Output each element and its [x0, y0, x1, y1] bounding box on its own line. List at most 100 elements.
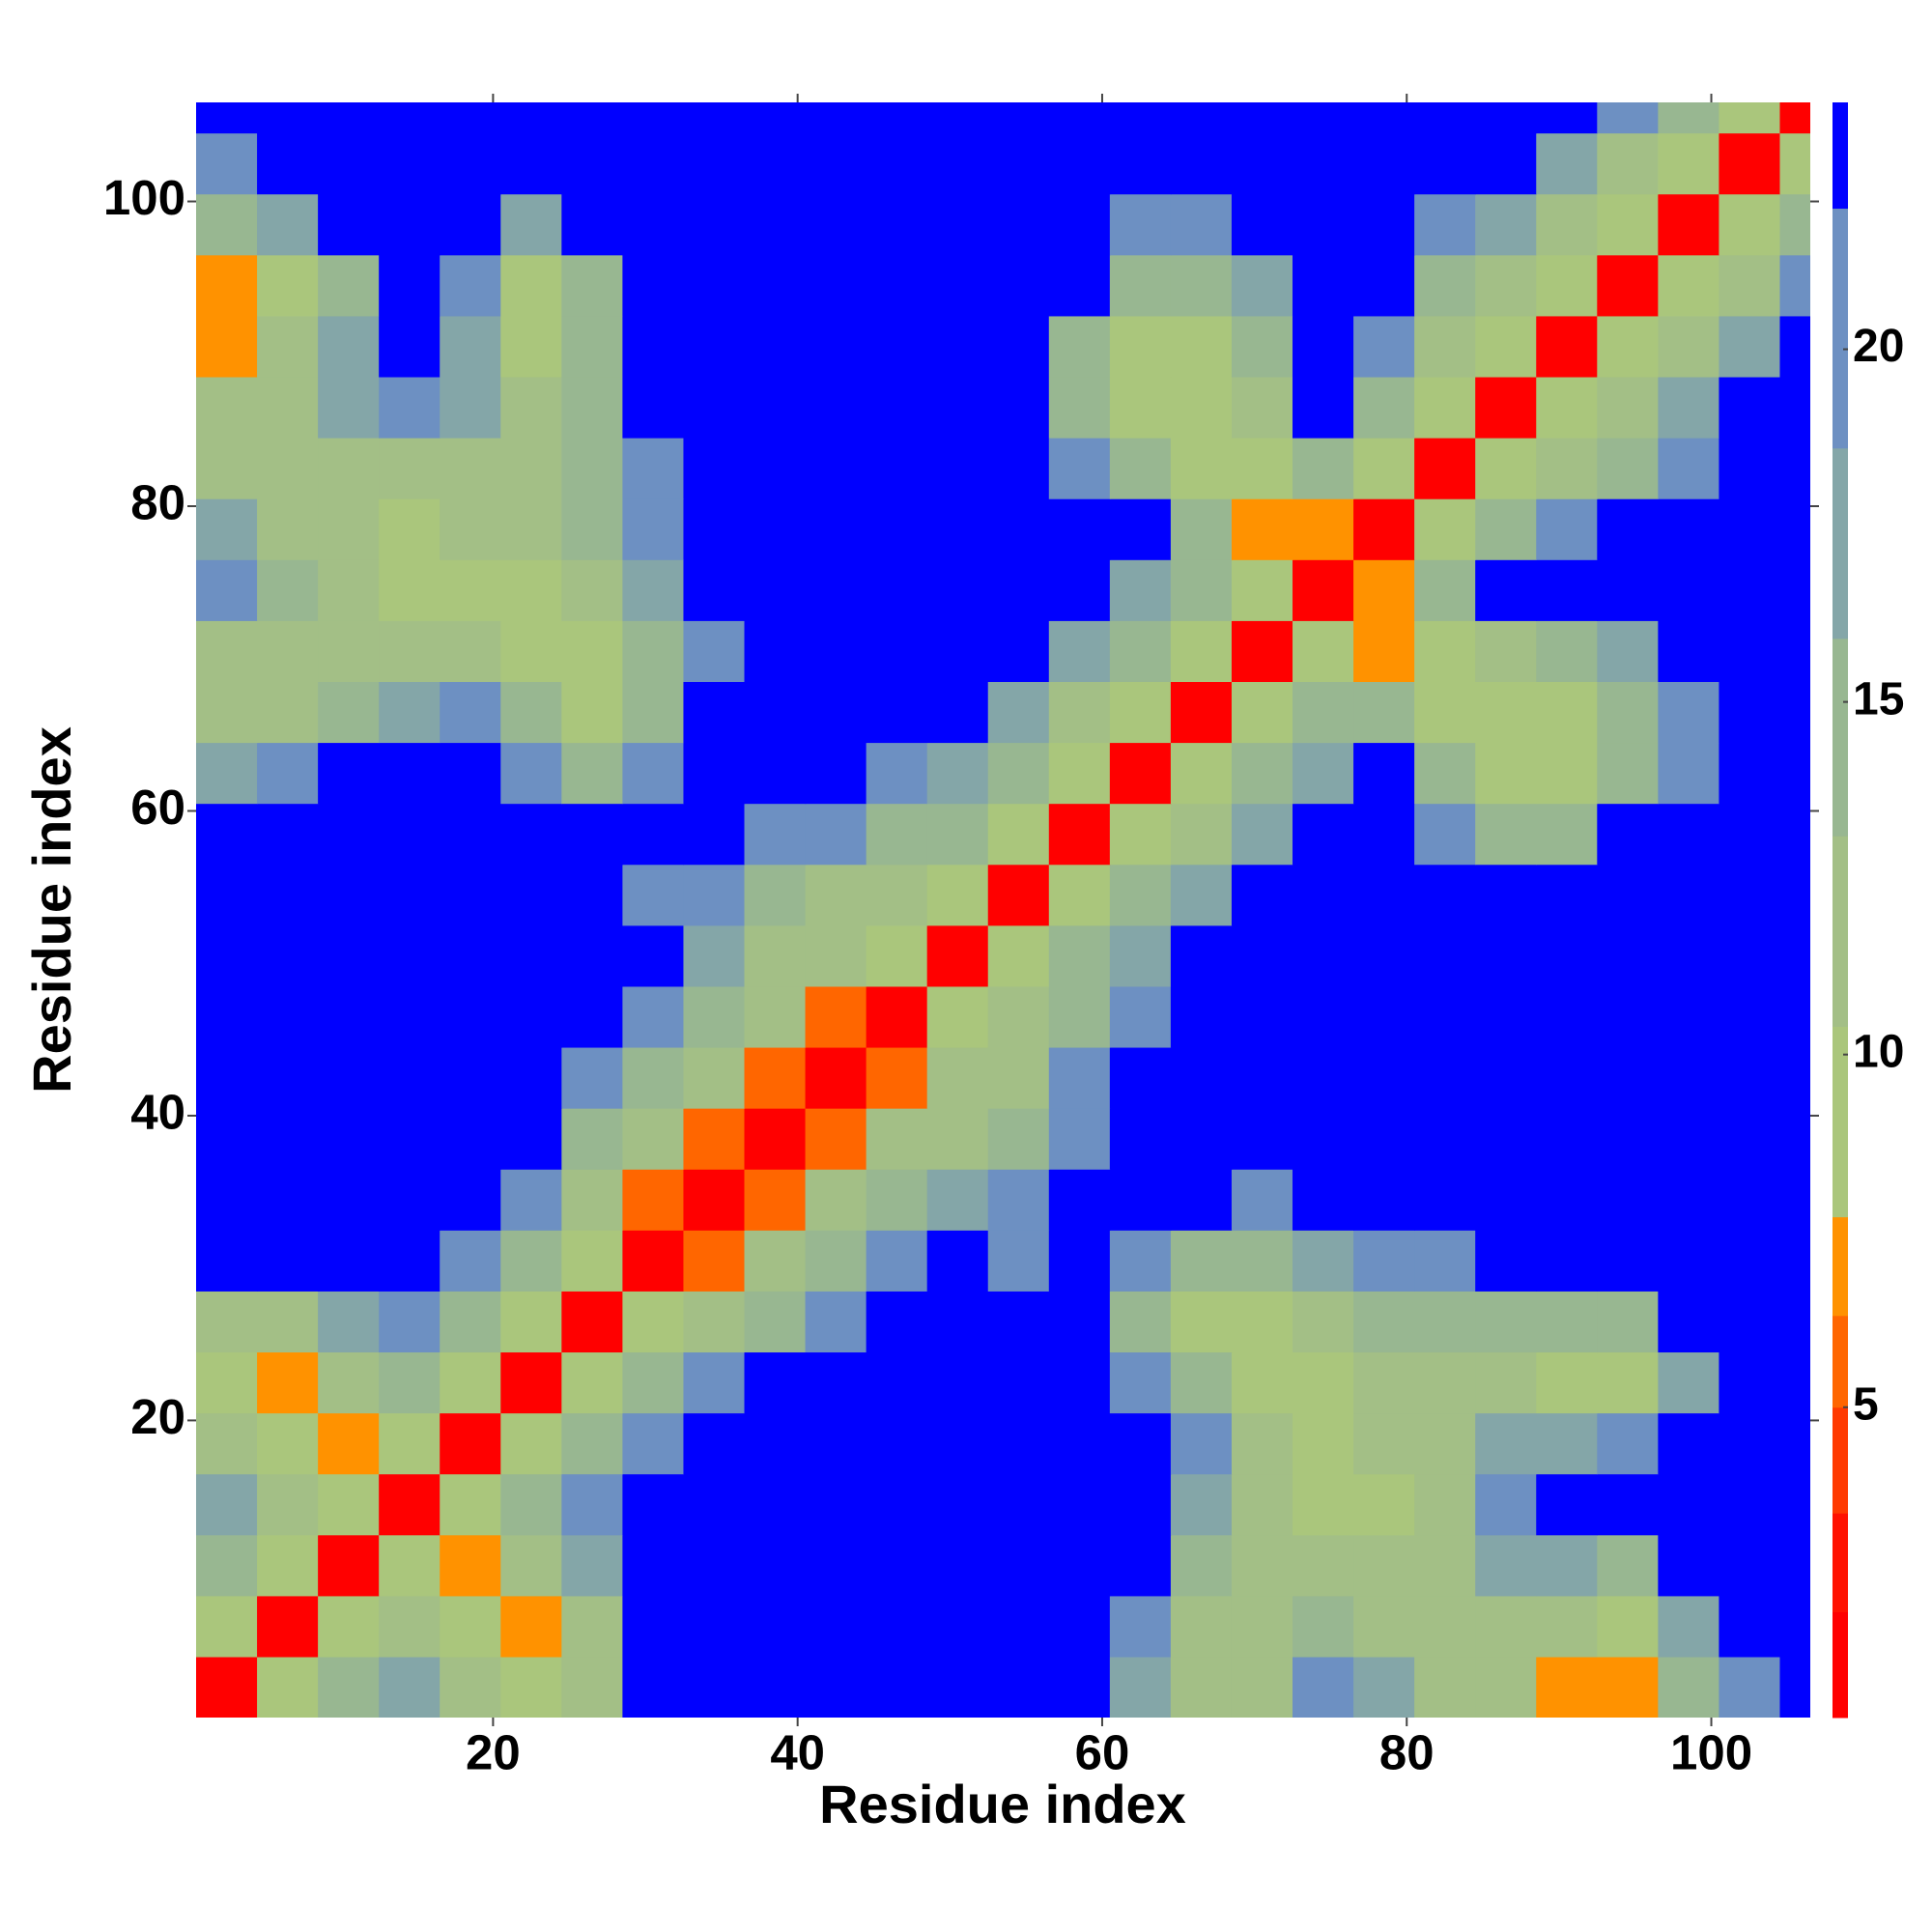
heatmap-cell	[440, 315, 501, 378]
heatmap-cell	[1353, 620, 1415, 682]
heatmap-cell	[1658, 924, 1720, 987]
heatmap-cell	[1414, 924, 1476, 987]
heatmap-cell	[1779, 193, 1810, 256]
heatmap-cell	[1536, 132, 1598, 195]
heatmap-cell	[1597, 1473, 1659, 1536]
heatmap-cell	[622, 254, 685, 317]
heatmap-cell	[1475, 803, 1537, 866]
heatmap-cell	[196, 254, 258, 317]
heatmap-cell	[440, 924, 501, 987]
heatmap-cell	[1719, 1656, 1781, 1718]
heatmap-cell	[683, 1230, 746, 1292]
heatmap-cell	[561, 1595, 623, 1658]
y-tick-label: 60	[130, 780, 185, 835]
heatmap-cell	[1719, 864, 1781, 926]
heatmap-cell	[379, 438, 440, 499]
heatmap-cell	[1597, 742, 1659, 805]
heatmap-cell	[866, 1291, 928, 1353]
heatmap-cell	[987, 254, 1050, 317]
heatmap-cell	[1109, 1291, 1172, 1353]
heatmap-cell	[1779, 1595, 1810, 1658]
heatmap-cell	[1779, 132, 1810, 195]
heatmap-cell	[1414, 864, 1476, 926]
heatmap-cell	[257, 254, 319, 317]
heatmap-cell	[1231, 1534, 1293, 1597]
heatmap-cell	[1293, 376, 1354, 439]
heatmap-cell	[1231, 438, 1293, 499]
heatmap-cell	[805, 254, 867, 317]
heatmap-cell	[622, 803, 685, 866]
axes: 20 40 60 80 100 20 40 60 80 100	[103, 94, 1819, 1779]
heatmap-cell	[1048, 1108, 1111, 1170]
heatmap-cell	[379, 1412, 440, 1475]
heatmap-cell	[1597, 1046, 1659, 1109]
heatmap-cell	[1475, 620, 1537, 682]
heatmap-cell	[744, 132, 807, 195]
heatmap-cell	[1414, 985, 1476, 1048]
heatmap-cell	[987, 1108, 1050, 1170]
heatmap-cell	[926, 1473, 989, 1536]
heatmap-cell	[1536, 1291, 1598, 1353]
heatmap-cell	[622, 193, 685, 256]
heatmap-cell	[1779, 315, 1810, 378]
heatmap-cell	[318, 864, 380, 926]
heatmap-cell	[1779, 742, 1810, 805]
heatmap-cell	[500, 254, 562, 317]
heatmap-cell	[1658, 1656, 1720, 1718]
colorbar-band	[1833, 447, 1848, 639]
heatmap-cell	[257, 1412, 319, 1475]
heatmap-cell	[196, 1656, 258, 1718]
heatmap-cell	[1048, 864, 1111, 926]
heatmap-cell	[683, 1412, 746, 1475]
heatmap-cell	[561, 1169, 623, 1231]
heatmap-cell	[1048, 742, 1111, 805]
heatmap-cell	[1475, 438, 1537, 499]
heatmap-cell	[196, 193, 258, 256]
heatmap-cell	[1536, 1473, 1598, 1536]
heatmap-cell	[622, 620, 685, 682]
heatmap-cell	[683, 1595, 746, 1658]
heatmap-cell	[1048, 681, 1111, 744]
heatmap-cell	[744, 985, 807, 1048]
heatmap-cell	[744, 1108, 807, 1170]
heatmap-cell	[1719, 132, 1781, 195]
heatmap-cell	[1719, 498, 1781, 560]
heatmap-cell	[1170, 1412, 1233, 1475]
heatmap-cell	[805, 315, 867, 378]
heatmap-cell	[744, 438, 807, 499]
heatmap-cell	[744, 924, 807, 987]
heatmap-cell	[1353, 1473, 1415, 1536]
heatmap-cell	[926, 315, 989, 378]
heatmap-cell	[926, 924, 989, 987]
heatmap-cell	[1719, 102, 1781, 134]
heatmap-cell	[440, 1169, 501, 1231]
heatmap-cell	[744, 620, 807, 682]
heatmap-cell	[1170, 1351, 1233, 1414]
heatmap-cell	[1658, 1169, 1720, 1231]
heatmap-cell	[1231, 742, 1293, 805]
heatmap-cell	[866, 681, 928, 744]
heatmap-cell	[440, 102, 501, 134]
heatmap-cell	[1719, 1230, 1781, 1292]
heatmap-cell	[744, 193, 807, 256]
heatmap-cell	[866, 1351, 928, 1414]
heatmap-cell	[318, 498, 380, 560]
heatmap-cell	[1293, 1351, 1354, 1414]
heatmap-cell	[744, 376, 807, 439]
heatmap-cell	[318, 985, 380, 1048]
heatmap-cell	[744, 102, 807, 134]
heatmap-cell	[1658, 559, 1720, 621]
heatmap-cell	[1536, 620, 1598, 682]
heatmap-cell	[318, 1534, 380, 1597]
heatmap-cell	[926, 620, 989, 682]
heatmap-cell	[318, 1046, 380, 1109]
heatmap-cell	[744, 1230, 807, 1292]
heatmap-cell	[500, 1351, 562, 1414]
heatmap-cell	[500, 1473, 562, 1536]
heatmap-cell	[866, 498, 928, 560]
heatmap-cell	[1719, 985, 1781, 1048]
heatmap-cell	[1658, 742, 1720, 805]
heatmap-cell	[500, 1291, 562, 1353]
heatmap-cell	[561, 742, 623, 805]
heatmap-cell	[1597, 864, 1659, 926]
